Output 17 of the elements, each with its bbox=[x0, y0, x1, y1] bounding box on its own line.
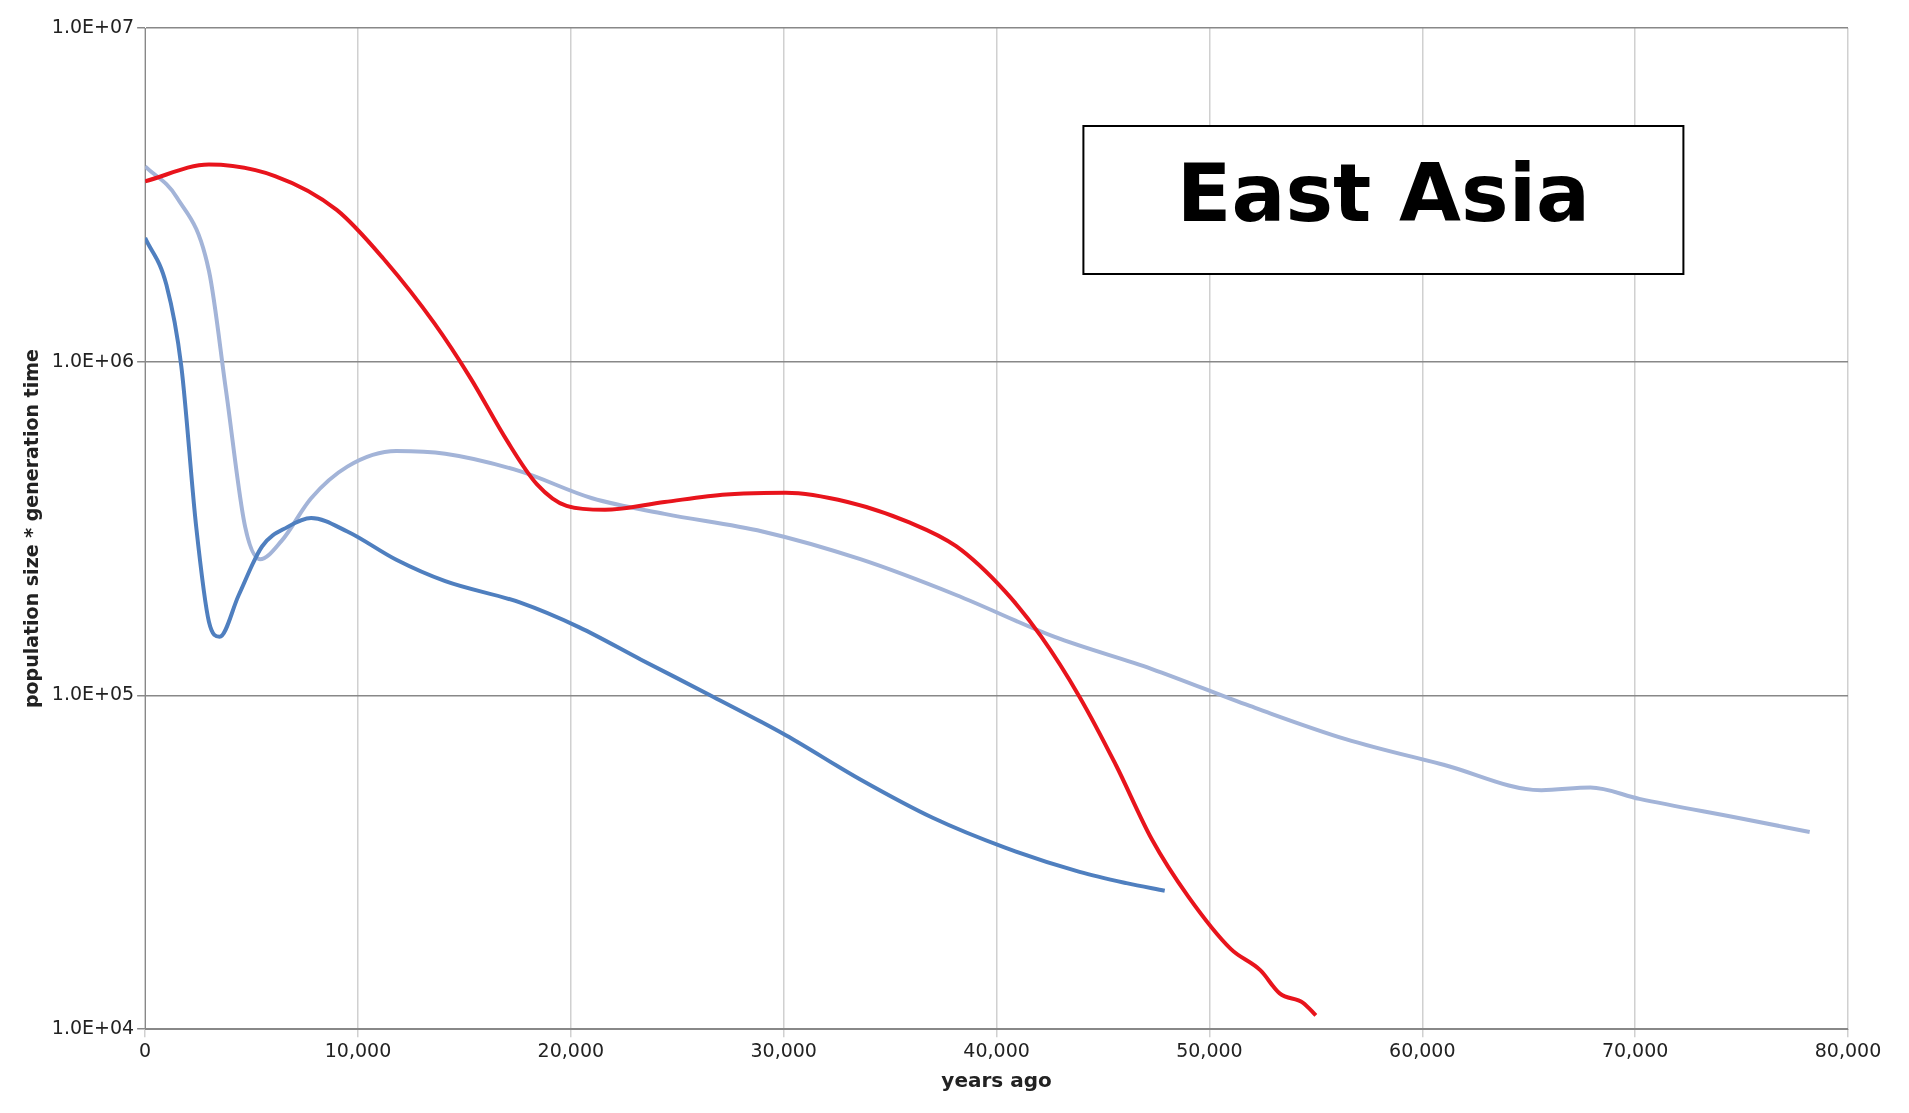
text: East Asia bbox=[1176, 146, 1591, 240]
x-tick-label: 40,000 bbox=[963, 1038, 1030, 1061]
line-series bbox=[145, 235, 1167, 893]
y-tick-label: 1.0E+04 bbox=[51, 1016, 135, 1039]
x-tick-label: 50,000 bbox=[1176, 1038, 1243, 1061]
x-axis-title: years ago bbox=[941, 1068, 1052, 1093]
x-tick-label: 80,000 bbox=[1814, 1038, 1882, 1061]
y-axis-title: population size * generation time bbox=[20, 349, 43, 709]
x-tick-label: 20,000 bbox=[537, 1038, 605, 1061]
x-tick-label: 10,000 bbox=[324, 1038, 392, 1061]
y-tick-label: 1.0E+07 bbox=[51, 14, 135, 37]
y-tick-label: 1.0E+05 bbox=[51, 682, 135, 705]
x-tick-label: 0 bbox=[139, 1038, 152, 1061]
x-tick-label: 60,000 bbox=[1389, 1038, 1456, 1061]
y-tick-label: 1.0E+06 bbox=[51, 348, 135, 371]
x-tick-label: 30,000 bbox=[750, 1038, 817, 1061]
x-tick-label: 70,000 bbox=[1601, 1038, 1669, 1061]
